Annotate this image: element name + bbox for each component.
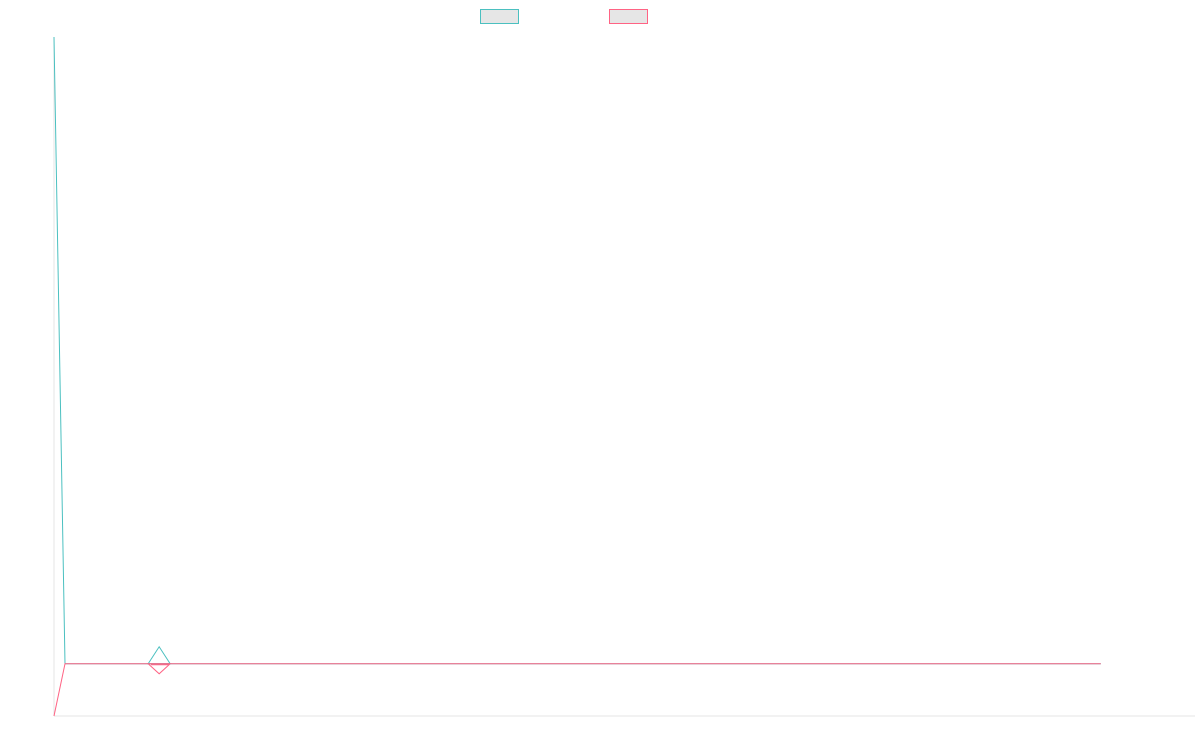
legend-item-series-2[interactable] xyxy=(609,9,654,24)
point-marker-series-2-2 xyxy=(146,663,172,675)
chart-series xyxy=(53,36,1101,717)
legend xyxy=(480,9,654,24)
legend-swatch-series-2 xyxy=(609,9,648,24)
series-line-2 xyxy=(53,663,1101,717)
series-line-1 xyxy=(53,36,1101,665)
point-marker-series-1-2 xyxy=(147,645,172,665)
legend-item-series-1[interactable] xyxy=(480,9,525,24)
legend-swatch-series-1 xyxy=(480,9,519,24)
chart-markers xyxy=(146,645,172,675)
chart-axes xyxy=(53,37,1195,717)
